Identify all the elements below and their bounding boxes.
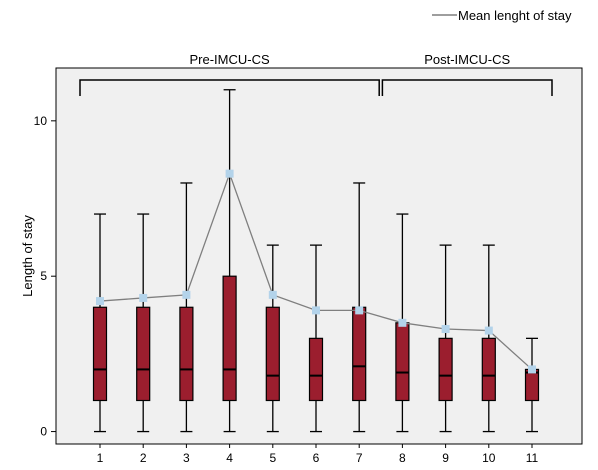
x-tick-label: 4 [226,451,233,465]
x-tick-label: 8 [399,451,406,465]
box-iqr [308,337,324,402]
box-iqr [524,368,540,402]
mean-marker [96,297,104,306]
box-iqr [438,337,453,402]
group-label: Post-IMCU-CS [424,52,510,67]
mean-marker [528,365,536,374]
x-tick-label: 7 [356,451,363,465]
y-axis-label: Length of stay [20,215,35,297]
mean-marker [139,293,148,302]
x-tick-label: 6 [313,451,320,465]
x-tick-label: 3 [183,451,190,465]
box-iqr [352,306,367,402]
box-iqr [481,337,496,402]
mean-marker [441,325,450,334]
mean-marker [312,306,320,315]
x-tick-label: 2 [140,451,147,465]
legend-label: Mean lenght of stay [458,8,572,23]
box-iqr [395,322,410,402]
y-tick-label: 5 [40,269,47,283]
group-bracket [79,79,380,96]
mean-marker [182,290,191,299]
box-iqr [265,306,280,402]
box-iqr [136,306,151,402]
mean-marker [484,326,493,335]
box-iqr [222,275,237,402]
mean-marker [355,306,364,315]
box-iqr [92,306,108,402]
x-tick-label: 5 [269,451,276,465]
x-tick-label: 9 [442,451,449,465]
group-label: Pre-IMCU-CS [190,52,270,67]
x-tick-label: 10 [482,451,496,465]
mean-marker [225,169,234,178]
group-bracket [381,79,553,96]
mean-marker [268,290,277,299]
mean-marker [398,318,407,327]
y-tick-label: 10 [34,114,48,128]
y-tick-label: 0 [40,425,47,439]
x-tick-label: 1 [97,451,104,465]
x-tick-label: 11 [526,451,539,465]
box-iqr [179,306,194,402]
